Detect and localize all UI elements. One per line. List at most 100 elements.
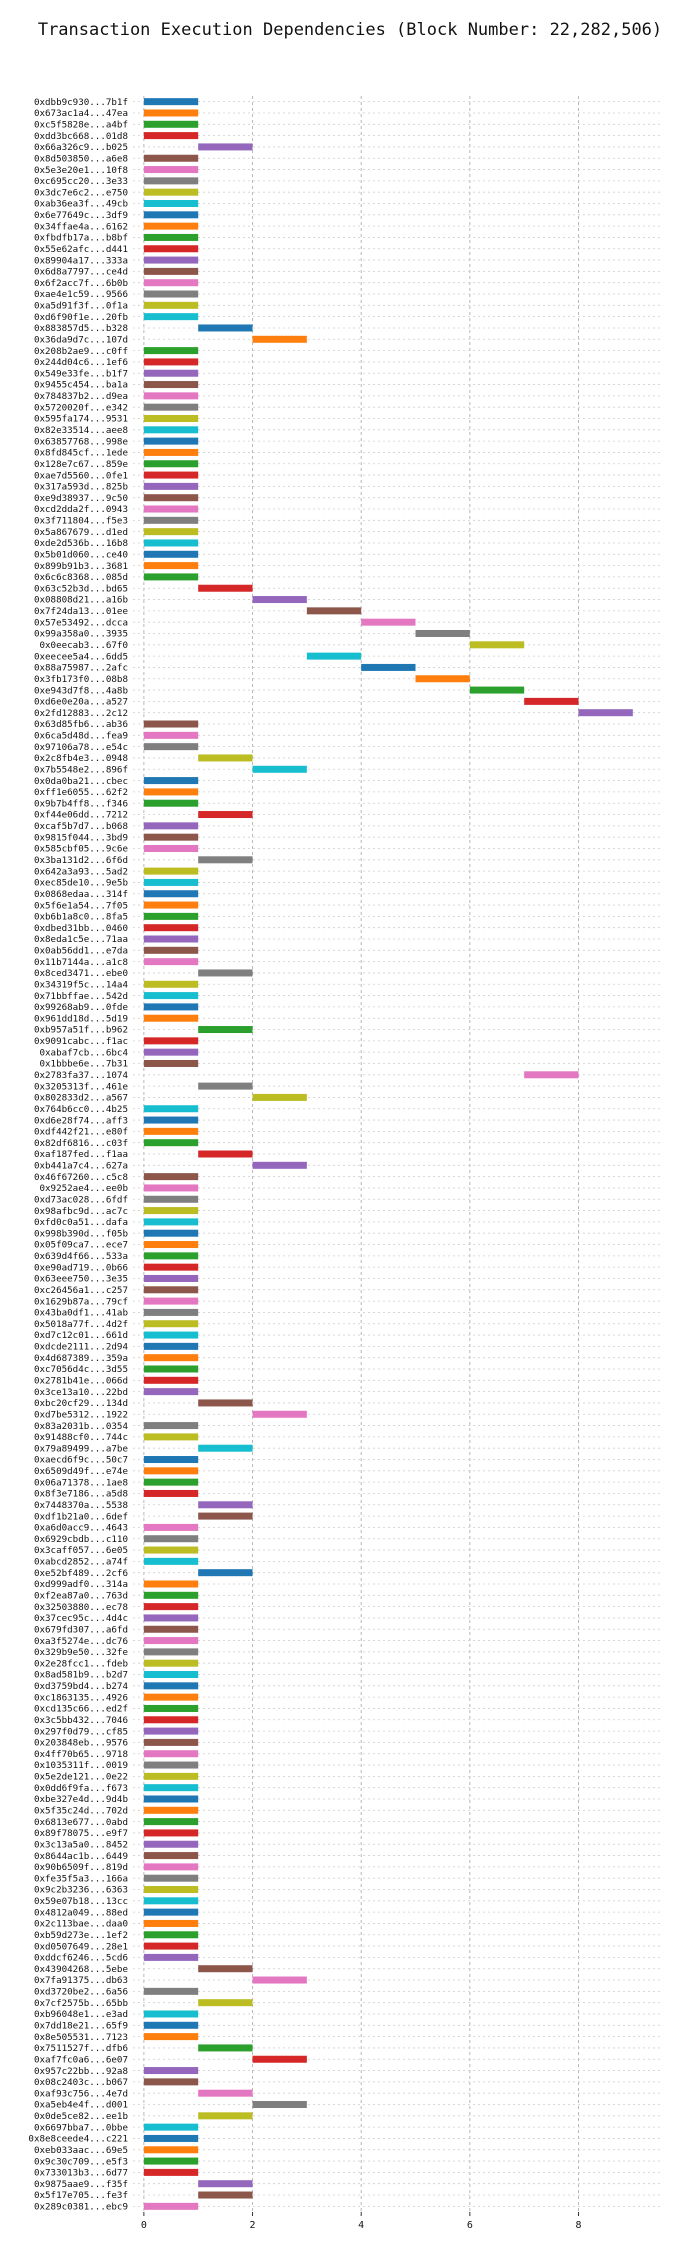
transaction-bar <box>143 1478 199 1486</box>
transaction-bar <box>143 1874 199 1882</box>
transaction-bar <box>143 290 199 298</box>
transaction-label: 0xc26456a1...c257 <box>34 1285 128 1296</box>
transaction-label: 0x4ff70b65...9718 <box>34 1749 128 1760</box>
transaction-bar <box>143 369 199 377</box>
transaction-label: 0x55e62afc...d441 <box>34 244 128 255</box>
transaction-label: 0x0dd6f9fa...f673 <box>34 1783 128 1794</box>
transaction-label: 0x0da0ba21...cbec <box>34 776 128 787</box>
transaction-label: 0x8f3e7186...a5d8 <box>34 1489 128 1500</box>
transaction-bar <box>143 731 199 739</box>
transaction-label: 0x1629b87a...79cf <box>34 1296 128 1307</box>
transaction-bar <box>143 799 199 807</box>
transaction-bar <box>143 1059 199 1067</box>
transaction-label: 0xd6e0e20a...a527 <box>34 697 128 708</box>
transaction-label: 0xd7be5312...1922 <box>34 1409 128 1420</box>
transaction-label: 0x82df6816...c03f <box>34 1138 128 1149</box>
transaction-label: 0x43904268...5ebe <box>34 1964 128 1975</box>
transaction-bar <box>143 1195 199 1203</box>
transaction-bar <box>143 1637 199 1645</box>
transaction-label: 0xae4e1c59...9566 <box>34 289 128 300</box>
transaction-bar <box>198 2112 253 2120</box>
transaction-bar <box>198 1501 253 1509</box>
transaction-label: 0x63857768...998e <box>34 436 128 447</box>
transaction-label: 0x6d8a7797...ce4d <box>34 267 128 278</box>
transaction-label: 0xd999adf0...314a <box>34 1579 128 1590</box>
transaction-bar <box>143 1795 199 1803</box>
transaction-bar <box>143 448 199 456</box>
transaction-bar <box>143 414 199 422</box>
transaction-label: 0x90b6509f...819d <box>34 1862 128 1873</box>
chart-title: Transaction Execution Dependencies (Bloc… <box>37 20 663 40</box>
transaction-bar <box>198 1512 253 1520</box>
transaction-bar <box>252 335 307 343</box>
transaction-bar <box>143 199 199 207</box>
transaction-bar <box>143 1772 199 1780</box>
transaction-label: 0x37cec95c...4d4c <box>34 1613 128 1624</box>
transaction-bar <box>143 1806 199 1814</box>
transaction-bar <box>361 663 416 671</box>
transaction-label: 0x297f0d79...cf85 <box>34 1726 128 1737</box>
transaction-label: 0x8ced3471...ebe0 <box>34 968 128 979</box>
x-tick-layer: 0 2 4 6 8 <box>141 2212 582 2231</box>
transaction-bar <box>143 1116 199 1124</box>
transaction-bar <box>143 833 199 841</box>
x-tick-label: 6 <box>467 2220 473 2231</box>
transaction-label: 0xae7d5560...0fe1 <box>34 470 128 481</box>
transaction-label: 0xa5eb4e4f...d001 <box>34 2100 128 2111</box>
transaction-bar <box>198 1999 253 2007</box>
transaction-bar <box>198 1026 253 1034</box>
transaction-bar <box>143 1580 199 1588</box>
transaction-label: 0x4d687389...359a <box>34 1353 128 1364</box>
transaction-bar <box>143 912 199 920</box>
transaction-bar <box>143 1297 199 1305</box>
transaction-label: 0x1035311f...0019 <box>34 1760 128 1771</box>
transaction-bar <box>143 358 199 366</box>
transaction-label: 0x317a593d...825b <box>34 482 128 493</box>
transaction-label: 0x585cbf05...9c6e <box>34 844 128 855</box>
transaction-bar <box>143 2146 199 2154</box>
transaction-bar <box>143 1546 199 1554</box>
transaction-label: 0x3f711804...f5e3 <box>34 516 128 527</box>
transaction-bar <box>198 2191 253 2199</box>
transaction-label: 0x639d4f66...533a <box>34 1251 128 1262</box>
transaction-label: 0x8644ac1b...6449 <box>34 1851 128 1862</box>
transaction-bar <box>252 2055 307 2063</box>
transaction-bar <box>143 1127 199 1135</box>
transaction-label: 0x642a3a93...5ad2 <box>34 866 128 877</box>
transaction-bar <box>252 765 307 773</box>
transaction-label: 0x764b6cc0...4b25 <box>34 1104 128 1115</box>
transaction-bar <box>252 1410 307 1418</box>
transaction-bar <box>143 222 199 230</box>
transaction-label: 0x59e07b18...13cc <box>34 1896 128 1907</box>
transaction-bar <box>198 2180 253 2188</box>
transaction-label: 0x9b7b4ff8...f346 <box>34 798 128 809</box>
transaction-label: 0x6f2acc7f...6b0b <box>34 278 128 289</box>
transaction-bar <box>143 392 199 400</box>
transaction-bar <box>143 1286 199 1294</box>
transaction-bar <box>143 301 199 309</box>
transaction-bar <box>143 822 199 830</box>
transaction-bar <box>198 2044 253 2052</box>
transaction-bar <box>361 618 416 626</box>
transaction-bar <box>143 562 199 570</box>
transaction-bar <box>143 381 199 389</box>
transaction-bar <box>143 720 199 728</box>
transaction-label: 0x63eee750...3e35 <box>34 1274 128 1285</box>
transaction-bar <box>143 347 199 355</box>
transaction-bar <box>143 2010 199 2018</box>
transaction-label: 0x4812a049...88ed <box>34 1907 128 1918</box>
transaction-label: 0xaecd6f9c...50c7 <box>34 1455 128 1466</box>
transaction-bar <box>143 1376 199 1384</box>
transaction-bar <box>143 132 199 140</box>
transaction-bar <box>578 709 633 717</box>
transaction-bar <box>143 2078 199 2086</box>
transaction-label: 0x5f17e705...fe3f <box>34 2190 128 2201</box>
transaction-bar <box>143 1456 199 1464</box>
transaction-label: 0xabaf7cb...6bc4 <box>39 1047 128 1058</box>
transaction-bar <box>143 120 199 128</box>
transaction-bar <box>143 437 199 445</box>
transaction-bar <box>143 1886 199 1894</box>
transaction-label: 0xa6d0acc9...4643 <box>34 1523 128 1534</box>
transaction-label: 0x3ba131d2...6f6d <box>34 855 128 866</box>
